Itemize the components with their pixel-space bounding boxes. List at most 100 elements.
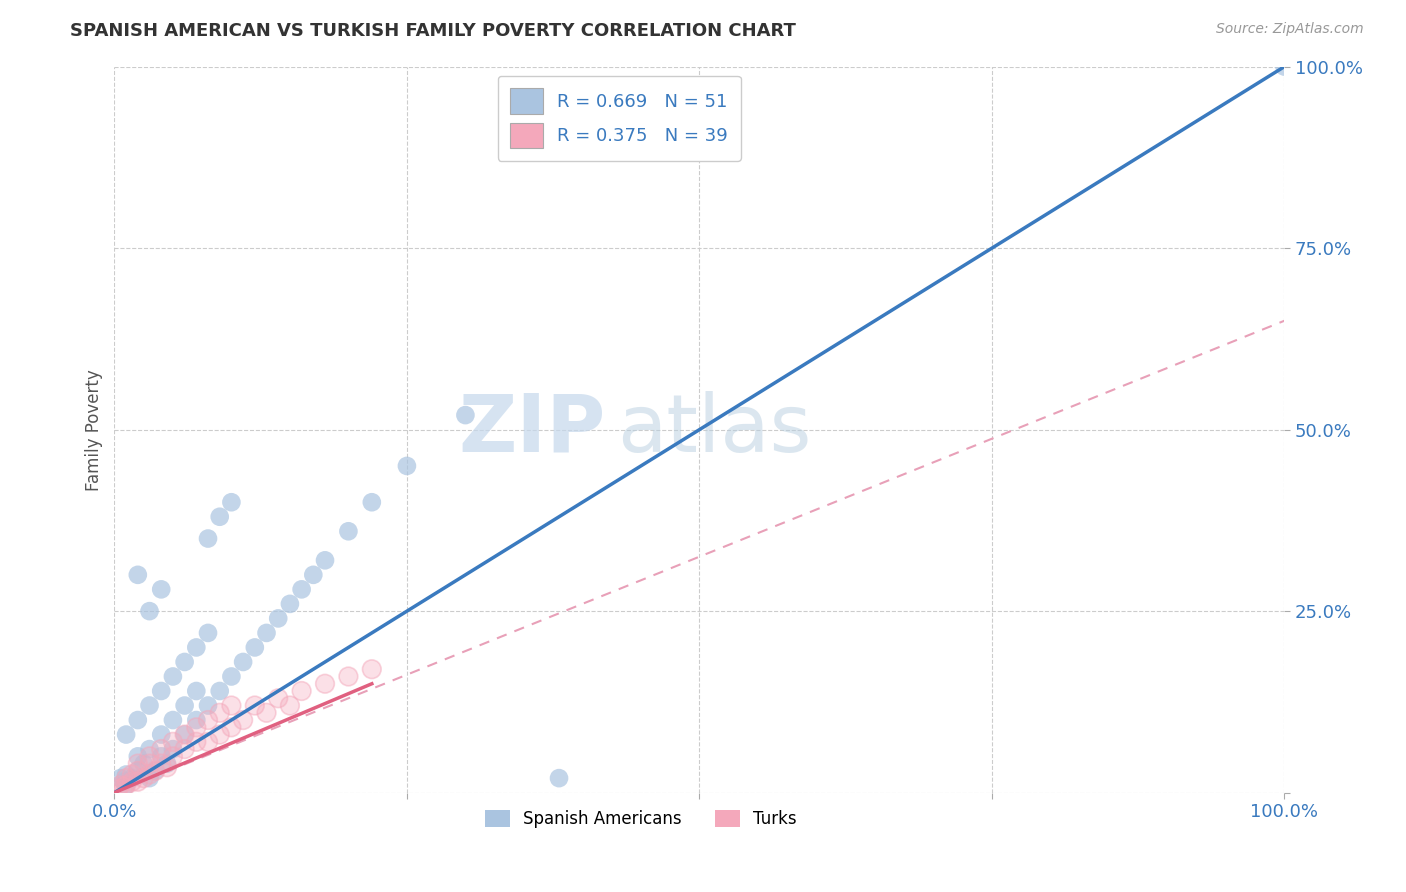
- Point: [232, 655, 254, 669]
- Point: [454, 408, 477, 422]
- Point: [127, 764, 149, 778]
- Point: [186, 640, 208, 655]
- Point: [162, 735, 184, 749]
- Point: [132, 771, 155, 785]
- Point: [267, 611, 290, 625]
- Point: [291, 582, 314, 597]
- Point: [127, 749, 149, 764]
- Point: [150, 749, 173, 764]
- Point: [112, 780, 135, 794]
- Point: [360, 662, 382, 676]
- Point: [278, 597, 301, 611]
- Point: [110, 778, 132, 792]
- Point: [208, 706, 231, 720]
- Point: [291, 684, 314, 698]
- Text: SPANISH AMERICAN VS TURKISH FAMILY POVERTY CORRELATION CHART: SPANISH AMERICAN VS TURKISH FAMILY POVER…: [70, 22, 796, 40]
- Point: [115, 728, 138, 742]
- Point: [208, 728, 231, 742]
- Point: [138, 604, 160, 618]
- Point: [115, 778, 138, 792]
- Legend: Spanish Americans, Turks: Spanish Americans, Turks: [478, 804, 804, 835]
- Point: [156, 760, 179, 774]
- Point: [138, 756, 160, 771]
- Point: [360, 662, 382, 676]
- Point: [110, 771, 132, 785]
- Point: [143, 764, 166, 778]
- Point: [127, 764, 149, 778]
- Point: [162, 669, 184, 683]
- Point: [186, 735, 208, 749]
- Point: [197, 735, 219, 749]
- Point: [208, 706, 231, 720]
- Point: [138, 742, 160, 756]
- Point: [150, 756, 173, 771]
- Point: [314, 677, 336, 691]
- Text: ZIP: ZIP: [458, 391, 606, 468]
- Point: [221, 698, 243, 713]
- Point: [162, 713, 184, 727]
- Point: [186, 684, 208, 698]
- Point: [173, 728, 195, 742]
- Point: [197, 713, 219, 727]
- Point: [197, 735, 219, 749]
- Point: [127, 774, 149, 789]
- Point: [243, 698, 266, 713]
- Point: [121, 774, 143, 789]
- Point: [243, 640, 266, 655]
- Point: [115, 771, 138, 785]
- Point: [127, 567, 149, 582]
- Point: [256, 706, 278, 720]
- Point: [127, 756, 149, 771]
- Point: [143, 764, 166, 778]
- Point: [548, 771, 571, 785]
- Point: [173, 728, 195, 742]
- Point: [173, 742, 195, 756]
- Point: [186, 720, 208, 734]
- Point: [115, 767, 138, 781]
- Point: [197, 532, 219, 546]
- Point: [115, 771, 138, 785]
- Point: [197, 626, 219, 640]
- Point: [173, 698, 195, 713]
- Point: [150, 582, 173, 597]
- Point: [360, 495, 382, 509]
- Point: [156, 760, 179, 774]
- Point: [115, 778, 138, 792]
- Point: [186, 713, 208, 727]
- Point: [302, 567, 325, 582]
- Point: [278, 698, 301, 713]
- Point: [337, 524, 360, 539]
- Point: [267, 691, 290, 706]
- Point: [314, 553, 336, 567]
- Point: [197, 713, 219, 727]
- Point: [173, 655, 195, 669]
- Point: [208, 728, 231, 742]
- Point: [121, 771, 143, 785]
- Y-axis label: Family Poverty: Family Poverty: [86, 368, 103, 491]
- Point: [127, 713, 149, 727]
- Point: [337, 669, 360, 683]
- Point: [162, 749, 184, 764]
- Point: [221, 698, 243, 713]
- Point: [138, 756, 160, 771]
- Point: [291, 684, 314, 698]
- Point: [314, 677, 336, 691]
- Point: [173, 728, 195, 742]
- Point: [112, 780, 135, 794]
- Point: [115, 778, 138, 792]
- Point: [186, 720, 208, 734]
- Point: [256, 626, 278, 640]
- Point: [132, 756, 155, 771]
- Point: [395, 458, 418, 473]
- Point: [138, 767, 160, 781]
- Point: [150, 684, 173, 698]
- Point: [107, 782, 129, 797]
- Text: atlas: atlas: [617, 391, 811, 468]
- Point: [138, 749, 160, 764]
- Point: [337, 669, 360, 683]
- Point: [150, 728, 173, 742]
- Point: [127, 756, 149, 771]
- Point: [162, 742, 184, 756]
- Point: [127, 774, 149, 789]
- Point: [138, 771, 160, 785]
